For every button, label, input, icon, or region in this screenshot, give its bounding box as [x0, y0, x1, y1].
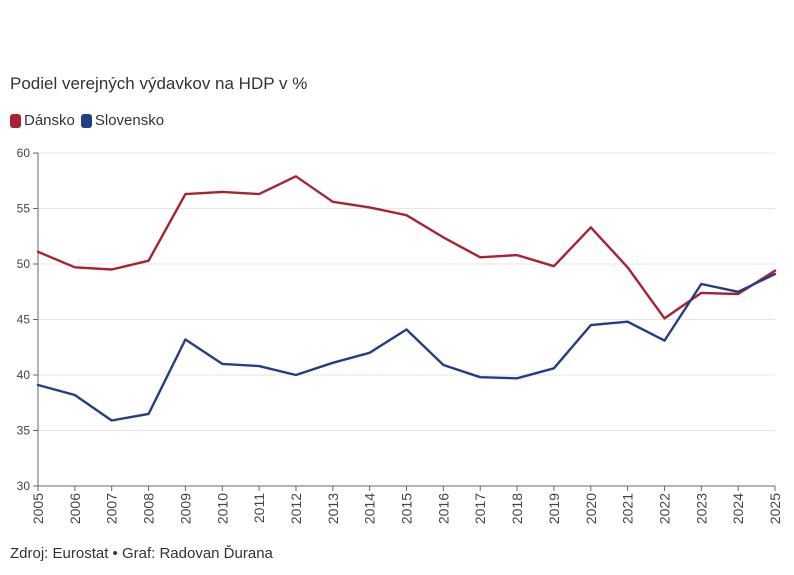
x-tick-label: 2023	[693, 493, 709, 524]
x-tick-label: 2014	[362, 493, 378, 524]
series-line-slovakia	[36, 272, 777, 422]
legend-swatch-slovakia	[80, 113, 92, 128]
x-tick-label: 2010	[214, 493, 230, 524]
source-footer: Zdroj: Eurostat • Graf: Radovan Ďurana	[10, 545, 273, 562]
x-tick-label: 2007	[104, 493, 120, 524]
legend-label-slovakia: Slovensko	[94, 112, 165, 129]
x-tick-label: 2017	[472, 493, 488, 524]
chart-title: Podiel verejných výdavkov na HDP v %	[10, 74, 308, 93]
x-tick-label: 2009	[177, 493, 193, 524]
x-tick-label: 2024	[730, 493, 746, 524]
x-tick-label: 2018	[509, 493, 525, 524]
x-tick-label: 2021	[620, 493, 636, 524]
x-tick-label: 2012	[288, 493, 304, 524]
x-tick-label: 2005	[30, 493, 46, 524]
x-tick-label: 2015	[399, 493, 415, 524]
x-tick-label: 2011	[251, 493, 267, 523]
x-tick-label: 2016	[435, 493, 451, 524]
x-axis: 2005 2006 2007 2008 2009 2010 2011 2012 2013 2014…	[30, 485, 783, 524]
legend-item-slovakia[interactable]: Slovensko	[80, 112, 165, 129]
series-line-denmark	[36, 175, 777, 320]
y-tick-label: 40	[17, 368, 31, 382]
x-tick-label: 2008	[141, 493, 157, 524]
legend-item-denmark[interactable]: Dánsko	[10, 112, 75, 129]
legend-label-denmark: Dánsko	[24, 112, 75, 129]
series-lines	[36, 175, 777, 422]
x-tick-label: 2020	[583, 493, 599, 524]
y-tick-label: 35	[17, 424, 31, 438]
legend: Dánsko Slovensko	[10, 112, 164, 129]
y-tick-label: 30	[17, 479, 31, 493]
grid-lines	[38, 152, 775, 431]
y-tick-label: 55	[17, 202, 31, 216]
x-tick-label: 2022	[656, 493, 672, 524]
y-axis: 60 55 50 45 40 35 30	[17, 146, 39, 493]
y-tick-label: 45	[17, 313, 31, 327]
x-tick-label: 2019	[546, 493, 562, 524]
legend-swatch-denmark	[10, 113, 21, 128]
x-tick-label: 2006	[67, 493, 83, 524]
y-tick-label: 50	[17, 257, 31, 271]
y-tick-label: 60	[17, 146, 31, 160]
x-tick-label: 2025	[767, 493, 783, 524]
x-tick-label: 2013	[325, 493, 341, 524]
